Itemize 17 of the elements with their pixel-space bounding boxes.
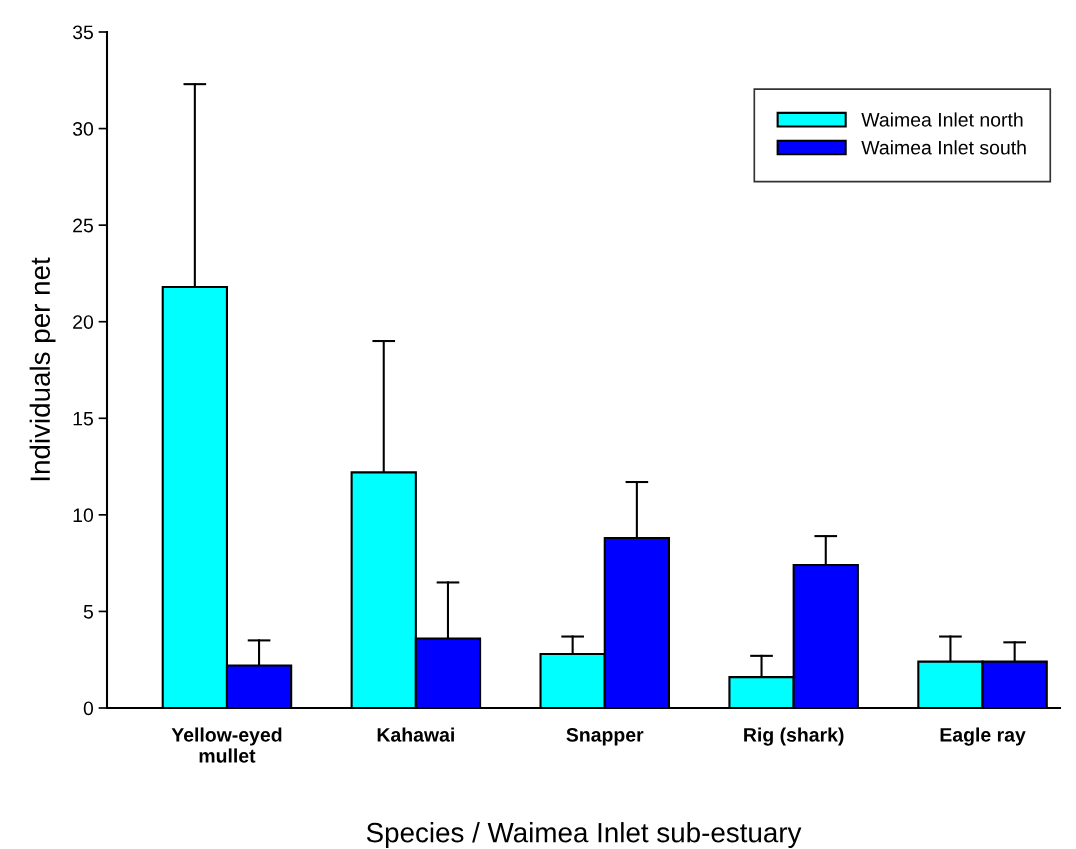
y-axis-title: Individuals per net	[29, 257, 56, 481]
y-tick-label: 15	[73, 411, 93, 426]
x-tick-label: Kahawai	[377, 727, 454, 742]
x-tick-label: Eagle ray	[940, 727, 1026, 746]
y-tick-label: 0	[83, 701, 94, 716]
y-tick-label: 25	[73, 218, 93, 233]
x-axis-title: Species / Waimea Inlet sub-estuary	[366, 822, 802, 848]
x-tick-label: Yellow-eyed mullet	[171, 727, 282, 763]
x-tick-label: Snapper	[566, 727, 644, 746]
y-tick-label: 30	[72, 122, 94, 136]
legend-label: Waimea Inlet north	[861, 112, 1023, 127]
x-tick-label: Rig (shark)	[744, 727, 844, 746]
y-tick-label: 20	[73, 315, 94, 329]
y-tick-label: 10	[73, 508, 94, 523]
y-tick-label: 35	[72, 25, 93, 40]
legend-label: Waimea Inlet south	[861, 140, 1026, 155]
y-tick-label: 5	[83, 605, 93, 619]
